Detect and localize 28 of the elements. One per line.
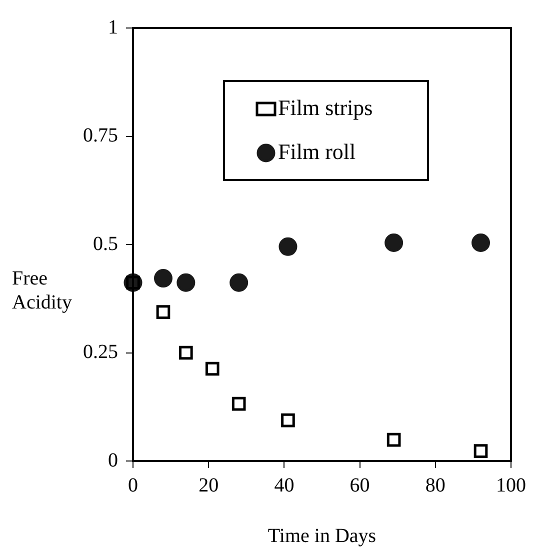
point	[281, 413, 295, 428]
x-tick-label: 40	[274, 474, 294, 496]
y-tick-label: 0	[108, 449, 118, 472]
x-tick-label: 80	[425, 474, 446, 496]
point	[176, 273, 196, 292]
x-tick-label: 100	[496, 474, 526, 496]
y-tick-label: 0.75	[83, 124, 118, 146]
y-tick-label: 0.5	[93, 232, 118, 255]
point	[472, 234, 490, 252]
point	[232, 396, 246, 411]
point	[384, 234, 404, 252]
point	[386, 432, 401, 447]
y-tick-label: 0.25	[83, 341, 118, 363]
legend-label: Film strips	[278, 94, 373, 120]
point	[154, 269, 172, 288]
legend-label: Film roll	[278, 138, 356, 164]
point	[230, 273, 248, 292]
point	[156, 305, 170, 319]
point	[474, 444, 488, 458]
x-tick-label: 20	[198, 474, 219, 496]
x-axis-title: Time in Days	[268, 525, 376, 547]
y-axis-title: Free Acidity	[12, 268, 72, 314]
point	[205, 362, 220, 376]
x-tick-label: 60	[350, 474, 370, 496]
x-tick-label: 0	[128, 474, 138, 496]
point	[179, 346, 193, 360]
point	[278, 237, 298, 256]
y-tick-label: 1	[108, 16, 118, 38]
